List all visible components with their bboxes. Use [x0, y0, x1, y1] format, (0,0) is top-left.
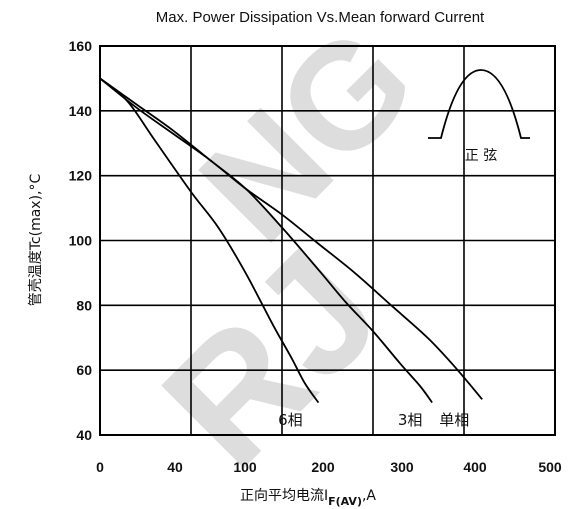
series-curves	[99, 77, 483, 404]
y-axis-label: 管壳温度Tc(max),°C	[27, 174, 44, 307]
series-line-1	[99, 77, 320, 404]
x-tick-label: 500	[538, 459, 562, 475]
y-tick-label: 100	[69, 233, 93, 249]
y-tick-label: 140	[69, 103, 93, 119]
series-line-3	[99, 77, 483, 400]
y-tick-label: 120	[69, 168, 93, 184]
series-label-2: 3相	[398, 411, 423, 429]
series-line-2	[99, 77, 433, 404]
x-axis-label-main: 正向平均电流I	[240, 488, 328, 504]
svg-text:NG: NG	[168, 0, 446, 273]
chart-title: Max. Power Dissipation Vs.Mean forward C…	[156, 9, 485, 26]
y-tick-labels: 40 60 80 100 120 140 160	[69, 38, 93, 443]
grid-lines	[100, 46, 555, 435]
inset-label: 正 弦	[465, 148, 497, 164]
x-tick-label: 0	[96, 459, 104, 475]
series-label-1: 6相	[278, 411, 303, 429]
x-tick-label: 100	[233, 459, 257, 475]
x-tick-labels: 0 40 100 200 300 400 500	[96, 459, 562, 475]
x-tick-label: 40	[167, 459, 183, 475]
sine-inset: 正 弦	[428, 69, 530, 164]
x-tick-label: 300	[390, 459, 414, 475]
y-tick-label: 80	[76, 297, 92, 313]
x-axis-label-subscript: F(AV)	[328, 495, 362, 508]
x-axis-label-suffix: ,A	[362, 488, 376, 504]
sine-wave-icon	[428, 69, 530, 139]
y-tick-label: 160	[69, 38, 93, 54]
series-label-3: 单相	[439, 411, 469, 429]
x-tick-label: 200	[311, 459, 335, 475]
x-axis-label: 正向平均电流IF(AV),A	[240, 488, 376, 508]
series-labels: 6相 3相 单相	[278, 411, 469, 429]
y-tick-label: 40	[76, 427, 92, 443]
plot-frame	[99, 45, 556, 436]
y-tick-label: 60	[76, 362, 92, 378]
x-tick-label: 400	[463, 459, 487, 475]
